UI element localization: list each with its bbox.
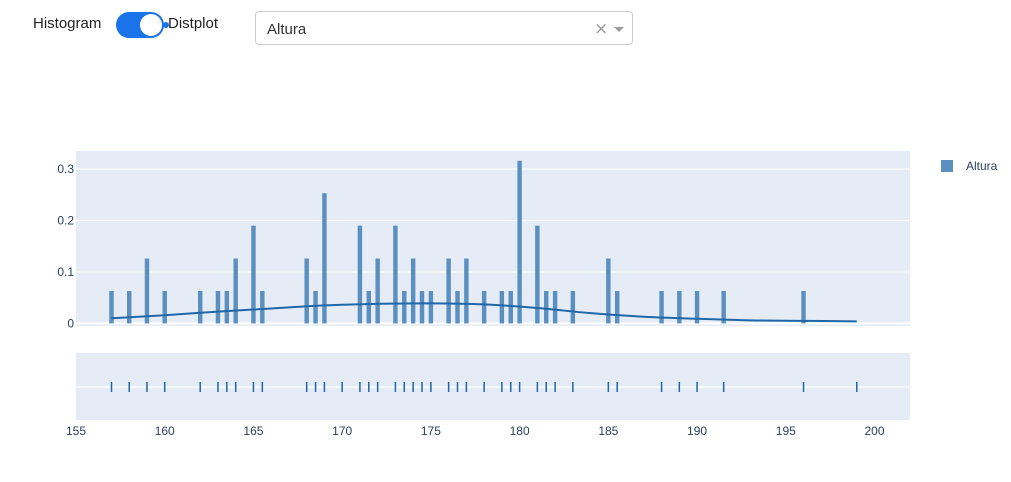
controls-bar: Histogram Distplot Altura × bbox=[0, 0, 1011, 60]
histogram-bar[interactable] bbox=[357, 225, 363, 324]
histogram-bar[interactable] bbox=[570, 291, 576, 324]
x-tick-label: 155 bbox=[66, 424, 86, 438]
histogram-bar[interactable] bbox=[455, 291, 460, 324]
histogram-bar[interactable] bbox=[677, 291, 682, 324]
histogram-bar[interactable] bbox=[322, 193, 327, 324]
histogram-bar[interactable] bbox=[410, 258, 416, 324]
legend-label[interactable]: Altura bbox=[966, 159, 998, 173]
x-tick-label: 165 bbox=[243, 424, 263, 438]
main-plot-background bbox=[76, 151, 910, 326]
histogram-bar[interactable] bbox=[508, 291, 513, 324]
histogram-bar[interactable] bbox=[402, 291, 407, 324]
toggle-knob[interactable] bbox=[140, 14, 162, 36]
y-axis-labels: 0 0.1 0.2 0.3 bbox=[57, 162, 74, 330]
histogram-bar[interactable] bbox=[517, 160, 522, 324]
legend[interactable]: Altura bbox=[941, 159, 998, 173]
x-tick-label: 185 bbox=[598, 424, 618, 438]
histogram-bar[interactable] bbox=[375, 258, 380, 324]
toggle-label-histogram: Histogram bbox=[33, 15, 102, 32]
y-tick-label: 0.2 bbox=[57, 213, 74, 227]
x-tick-label: 175 bbox=[421, 424, 441, 438]
histogram-bar[interactable] bbox=[464, 258, 469, 324]
histogram-bar[interactable] bbox=[313, 291, 318, 324]
histogram-bar[interactable] bbox=[544, 291, 549, 324]
y-tick-label: 0.3 bbox=[57, 162, 74, 176]
x-tick-label: 180 bbox=[510, 424, 530, 438]
histogram-bar[interactable] bbox=[694, 291, 700, 324]
variable-dropdown[interactable]: Altura × bbox=[255, 11, 633, 45]
histogram-bar[interactable] bbox=[233, 258, 238, 324]
histogram-bar[interactable] bbox=[304, 258, 309, 324]
histogram-bar[interactable] bbox=[251, 225, 256, 324]
histogram-bar[interactable] bbox=[260, 291, 265, 324]
histogram-bar[interactable] bbox=[535, 225, 540, 324]
histogram-bar[interactable] bbox=[127, 291, 132, 324]
rug-ticks bbox=[110, 382, 858, 392]
kde-curve bbox=[111, 302, 857, 323]
histogram-bar[interactable] bbox=[721, 291, 726, 324]
x-tick-label: 195 bbox=[776, 424, 796, 438]
x-tick-label: 160 bbox=[155, 424, 175, 438]
histogram-bar[interactable] bbox=[446, 258, 451, 324]
clear-icon[interactable]: × bbox=[594, 19, 609, 39]
histogram-bar[interactable] bbox=[162, 291, 167, 324]
y-tick-label: 0 bbox=[67, 316, 74, 330]
histogram-bar[interactable] bbox=[552, 291, 558, 324]
histogram-bar[interactable] bbox=[428, 291, 434, 324]
x-tick-label: 190 bbox=[687, 424, 707, 438]
histogram-bar[interactable] bbox=[499, 291, 505, 324]
x-tick-label: 200 bbox=[864, 424, 884, 438]
histogram-bar[interactable] bbox=[659, 291, 664, 324]
y-tick-label: 0.1 bbox=[57, 265, 74, 279]
histogram-bar[interactable] bbox=[109, 291, 114, 324]
grid-lines bbox=[76, 168, 910, 388]
histogram-bar[interactable] bbox=[419, 291, 425, 324]
toggle-dot bbox=[163, 22, 169, 28]
histogram-bar[interactable] bbox=[393, 225, 398, 324]
histogram-bar[interactable] bbox=[224, 291, 230, 324]
legend-swatch[interactable] bbox=[941, 160, 953, 172]
histogram-bar[interactable] bbox=[614, 291, 620, 324]
toggle-label-distplot: Distplot bbox=[168, 15, 219, 32]
histogram-bar[interactable] bbox=[606, 258, 611, 324]
x-tick-label: 170 bbox=[332, 424, 352, 438]
x-axis-labels: 155 160 165 170 175 180 185 190 195 200 bbox=[66, 424, 885, 438]
histogram-bar[interactable] bbox=[197, 291, 203, 324]
histogram-bar[interactable] bbox=[144, 258, 150, 324]
histogram-bar[interactable] bbox=[366, 291, 372, 324]
chevron-down-icon[interactable] bbox=[614, 27, 624, 32]
histogram-bar[interactable] bbox=[215, 291, 221, 324]
histogram-bar[interactable] bbox=[481, 291, 487, 324]
histogram-bar[interactable] bbox=[801, 291, 806, 324]
histogram-bars bbox=[109, 160, 806, 324]
dropdown-selected-value: Altura bbox=[267, 21, 307, 38]
chart-type-toggle[interactable] bbox=[116, 12, 164, 38]
